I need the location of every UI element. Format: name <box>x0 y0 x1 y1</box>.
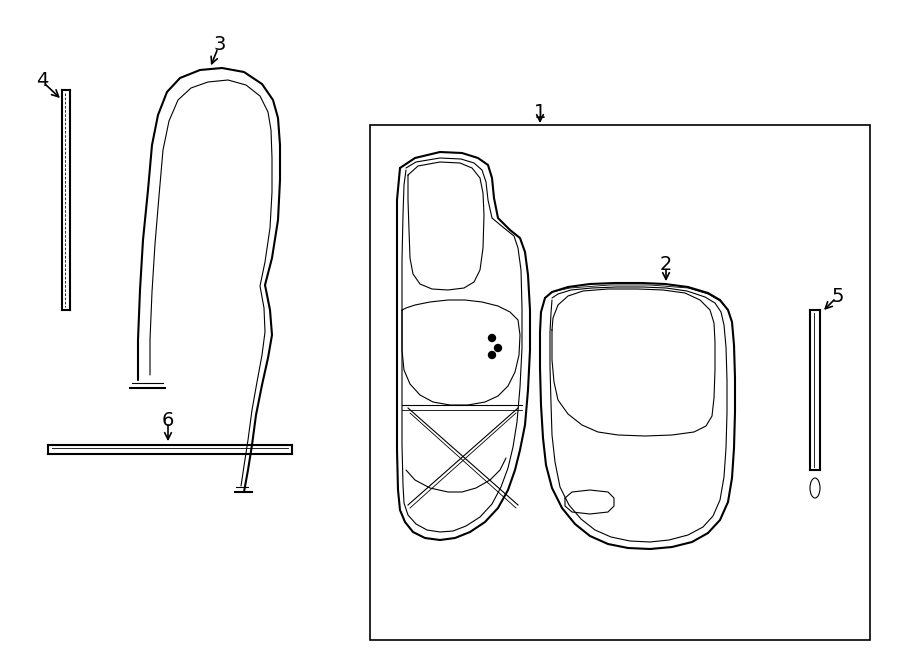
Text: 3: 3 <box>214 36 226 54</box>
Circle shape <box>489 352 496 358</box>
Bar <box>370 125 870 640</box>
Circle shape <box>489 334 496 342</box>
Text: 5: 5 <box>832 286 844 305</box>
Text: 6: 6 <box>162 410 175 430</box>
Text: 1: 1 <box>534 102 546 122</box>
Text: 4: 4 <box>36 71 49 89</box>
Text: 2: 2 <box>660 256 672 274</box>
Circle shape <box>494 344 501 352</box>
